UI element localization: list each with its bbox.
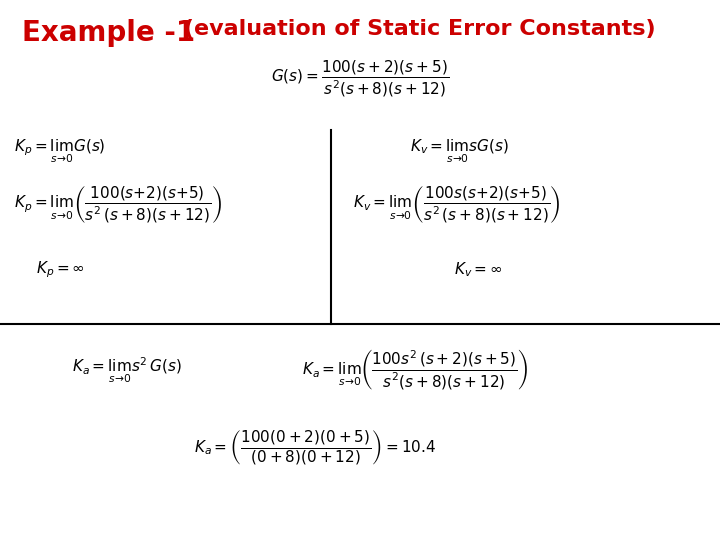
Text: $K_p = \infty$: $K_p = \infty$ — [36, 260, 85, 280]
Text: $K_a = \lim_{s \to 0} \left(\dfrac{100s^{2}(s+2)(s+5)}{s^{2}(s+8)(s+12)}\right)$: $K_a = \lim_{s \to 0} \left(\dfrac{100s^… — [302, 348, 528, 392]
Text: $K_p = \lim_{s \to 0} G(s)$: $K_p = \lim_{s \to 0} G(s)$ — [14, 138, 106, 165]
Text: $K_v = \lim_{s \to 0} \left(\dfrac{100s(s+2)(s+5)}{s^{2}(s+8)(s+12)}\right)$: $K_v = \lim_{s \to 0} \left(\dfrac{100s(… — [353, 185, 561, 226]
Text: $K_p = \lim_{s \to 0} \left(\dfrac{100(s+2)(s+5)}{s^{2}(s+8)(s+12)}\right)$: $K_p = \lim_{s \to 0} \left(\dfrac{100(s… — [14, 185, 222, 226]
Text: $K_a = \left(\dfrac{100(0+2)(0+5)}{(0+8)(0+12)}\right) = 10.4$: $K_a = \left(\dfrac{100(0+2)(0+5)}{(0+8)… — [194, 429, 436, 467]
Text: $K_a = \lim_{s \to 0} s^{2}G(s)$: $K_a = \lim_{s \to 0} s^{2}G(s)$ — [72, 355, 181, 385]
Text: Example -1: Example -1 — [22, 19, 194, 47]
Text: $K_v = \infty$: $K_v = \infty$ — [454, 261, 502, 279]
Text: $G(s) = \dfrac{100(s+2)(s+5)}{s^{2}(s+8)(s+12)}$: $G(s) = \dfrac{100(s+2)(s+5)}{s^{2}(s+8)… — [271, 58, 449, 98]
Text: (evaluation of Static Error Constants): (evaluation of Static Error Constants) — [176, 19, 656, 39]
Text: $K_v = \lim_{s \to 0} sG(s)$: $K_v = \lim_{s \to 0} sG(s)$ — [410, 138, 510, 165]
